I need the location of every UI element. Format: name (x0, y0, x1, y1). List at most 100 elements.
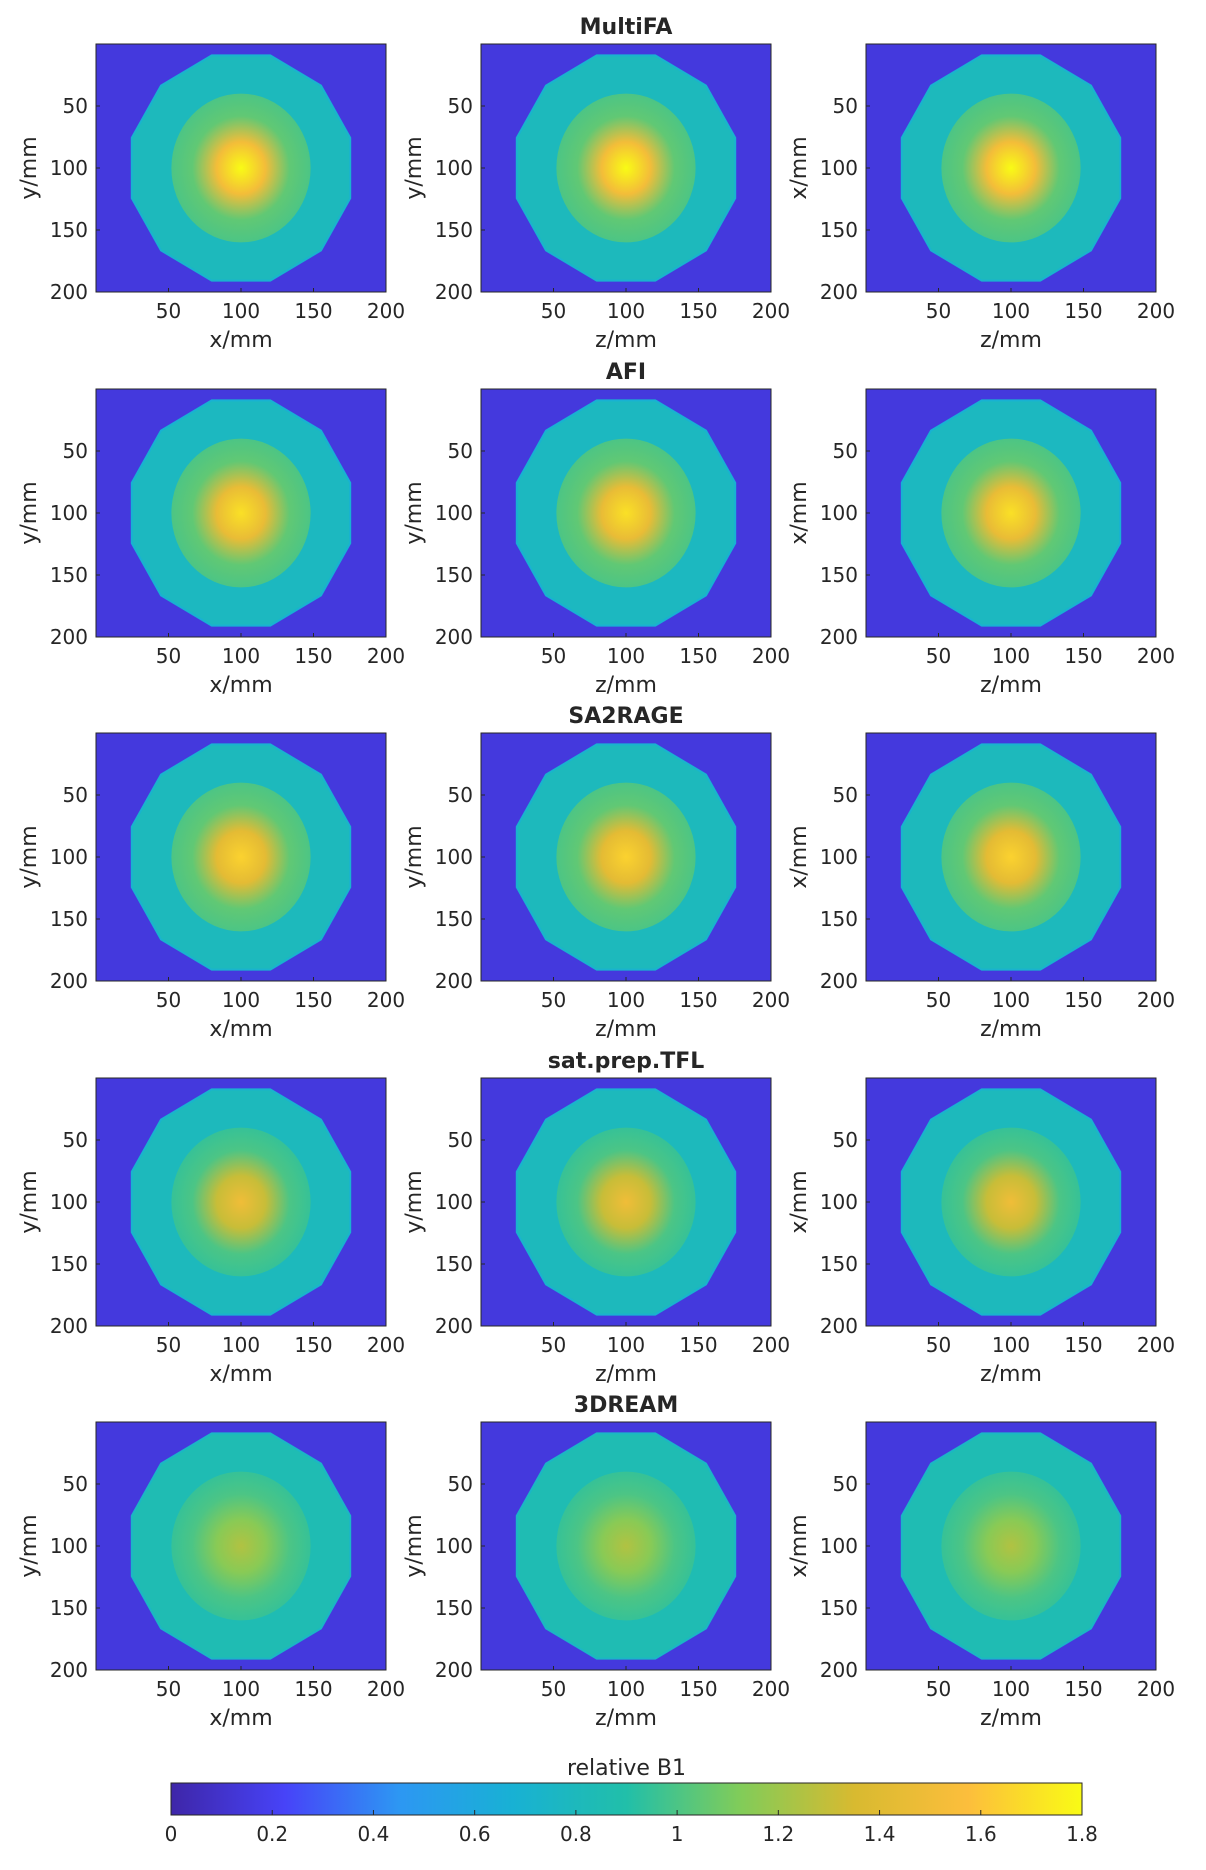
y-tick-label: 100 (820, 845, 858, 869)
y-tick-label: 100 (820, 156, 858, 180)
x-axis-label: z/mm (595, 328, 657, 353)
row-title: AFI (606, 360, 646, 385)
b1-hotspot (941, 1472, 1080, 1621)
colorbar: relative B1 0 0.2 0.4 0.6 0.8 1 1.2 1.4 1.6 1.8 (165, 1756, 1098, 1846)
x-tick-label: 100 (607, 299, 645, 323)
y-tick-label: 100 (50, 501, 88, 525)
x-axis-label: x/mm (209, 673, 272, 698)
y-tick-label: 200 (435, 1658, 473, 1682)
row-title: MultiFA (580, 15, 673, 40)
x-tick-label: 150 (1064, 988, 1102, 1012)
x-tick-label: 150 (679, 1333, 717, 1357)
y-tick-label: 150 (50, 218, 88, 242)
heatmap-panel: 50 100 150 200 50 100 150 200 z/mm x/mm (787, 1422, 1175, 1731)
y-axis-label: x/mm (787, 481, 812, 544)
x-tick-label: 200 (1137, 1333, 1175, 1357)
x-tick-label: 100 (607, 988, 645, 1012)
y-tick-label: 150 (50, 1252, 88, 1276)
heatmap-panel: 50 100 150 200 50 100 150 200 z/mm y/mm (402, 389, 790, 698)
x-tick-label: 200 (752, 299, 790, 323)
row-title: 3DREAM (574, 1393, 678, 1418)
colorbar-tick-label: 1.6 (965, 1822, 997, 1846)
x-tick-label: 50 (926, 1677, 951, 1701)
heatmap-panel: 50 100 150 200 50 100 150 200 z/mm x/mm (787, 733, 1175, 1042)
x-tick-label: 200 (367, 1333, 405, 1357)
x-tick-label: 150 (294, 644, 332, 668)
x-tick-label: 200 (752, 1333, 790, 1357)
x-tick-label: 200 (752, 1677, 790, 1701)
b1-hotspot (941, 94, 1080, 243)
y-tick-label: 50 (448, 94, 473, 118)
y-axis-label: y/mm (17, 136, 42, 199)
y-tick-label: 50 (448, 1128, 473, 1152)
x-tick-label: 150 (1064, 1333, 1102, 1357)
x-tick-label: 100 (992, 988, 1030, 1012)
y-tick-label: 50 (833, 439, 858, 463)
y-tick-label: 200 (435, 625, 473, 649)
y-axis-label: y/mm (402, 481, 427, 544)
y-axis-label: x/mm (787, 1170, 812, 1233)
y-tick-label: 100 (820, 501, 858, 525)
x-axis-label: z/mm (595, 1706, 657, 1731)
y-tick-label: 100 (50, 156, 88, 180)
heatmap-panel: 50 100 150 200 50 100 150 200 z/mm y/mm (402, 44, 790, 353)
x-axis-label: x/mm (209, 1362, 272, 1387)
x-tick-label: 50 (926, 644, 951, 668)
x-axis-label: z/mm (595, 673, 657, 698)
y-tick-label: 100 (50, 1190, 88, 1214)
y-tick-label: 200 (820, 1658, 858, 1682)
x-tick-label: 100 (222, 1677, 260, 1701)
x-tick-label: 100 (992, 644, 1030, 668)
x-tick-label: 100 (992, 1677, 1030, 1701)
x-tick-label: 100 (607, 644, 645, 668)
y-axis-label: y/mm (402, 1514, 427, 1577)
colorbar-tick-label: 1.2 (762, 1822, 794, 1846)
heatmap-panel: 50 100 150 200 50 100 150 200 z/mm y/mm (402, 1422, 790, 1731)
heatmap-panel: 50 100 150 200 50 100 150 200 x/mm y/mm (17, 1422, 405, 1731)
y-tick-label: 150 (50, 1596, 88, 1620)
y-tick-label: 50 (63, 1472, 88, 1496)
y-tick-label: 150 (435, 1596, 473, 1620)
b1-hotspot (171, 783, 310, 932)
x-axis-label: x/mm (209, 1017, 272, 1042)
y-axis-label: x/mm (787, 136, 812, 199)
x-tick-label: 100 (607, 1677, 645, 1701)
heatmap-panel: 50 100 150 200 50 100 150 200 z/mm y/mm (402, 1078, 790, 1387)
y-tick-label: 150 (820, 1252, 858, 1276)
x-tick-label: 200 (367, 1677, 405, 1701)
heatmap-panel: 50 100 150 200 50 100 150 200 x/mm y/mm (17, 733, 405, 1042)
x-tick-label: 150 (294, 988, 332, 1012)
colorbar-tick-label: 0.8 (560, 1822, 592, 1846)
colorbar-tick-label: 0.2 (256, 1822, 288, 1846)
x-tick-label: 200 (1137, 644, 1175, 668)
heatmap-panel: 50 100 150 200 50 100 150 200 x/mm y/mm (17, 389, 405, 698)
x-tick-label: 150 (679, 988, 717, 1012)
x-tick-label: 150 (294, 1333, 332, 1357)
row-title: sat.prep.TFL (548, 1049, 705, 1074)
x-axis-label: z/mm (980, 1362, 1042, 1387)
panel-grid: MultiFA 50 100 150 200 50 100 150 200 x/mm y/mm 50 1… (17, 15, 1175, 1731)
x-tick-label: 100 (222, 299, 260, 323)
b1-hotspot (556, 1128, 695, 1277)
x-tick-label: 50 (541, 299, 566, 323)
x-tick-label: 100 (222, 988, 260, 1012)
x-tick-label: 100 (992, 1333, 1030, 1357)
y-tick-label: 50 (63, 439, 88, 463)
y-tick-label: 100 (50, 845, 88, 869)
y-tick-label: 200 (820, 1314, 858, 1338)
x-axis-label: z/mm (980, 1017, 1042, 1042)
x-tick-label: 50 (156, 644, 181, 668)
x-tick-label: 200 (367, 988, 405, 1012)
x-tick-label: 200 (752, 988, 790, 1012)
b1-hotspot (171, 1128, 310, 1277)
y-tick-label: 150 (820, 907, 858, 931)
y-tick-label: 150 (50, 563, 88, 587)
y-tick-label: 150 (435, 907, 473, 931)
b1-hotspot (941, 1128, 1080, 1277)
y-axis-label: y/mm (17, 1170, 42, 1233)
x-axis-label: x/mm (209, 328, 272, 353)
y-tick-label: 200 (820, 625, 858, 649)
x-tick-label: 150 (679, 644, 717, 668)
y-tick-label: 50 (833, 1472, 858, 1496)
x-tick-label: 50 (926, 988, 951, 1012)
